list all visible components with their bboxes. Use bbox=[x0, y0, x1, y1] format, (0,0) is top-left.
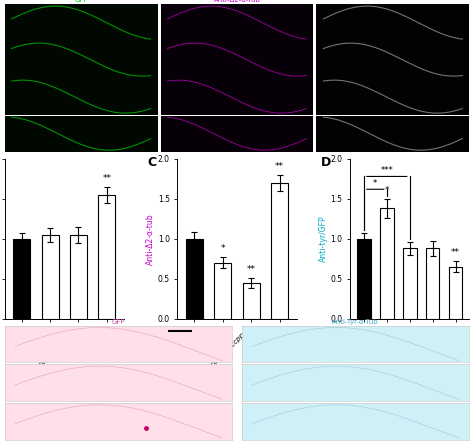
Bar bbox=[271, 183, 288, 319]
Title: GFP: GFP bbox=[74, 0, 88, 4]
Bar bbox=[243, 283, 260, 319]
Bar bbox=[426, 249, 439, 319]
Text: **: ** bbox=[246, 265, 255, 274]
Bar bbox=[98, 195, 115, 319]
Bar bbox=[13, 239, 30, 319]
Y-axis label: Anti-tyr/GFP: Anti-tyr/GFP bbox=[319, 215, 328, 262]
Title: Anti-Δ2-α-Tub: Anti-Δ2-α-Tub bbox=[214, 0, 260, 4]
Text: *: * bbox=[220, 244, 225, 253]
Bar bbox=[42, 235, 59, 319]
Title: Anti-Tyr-α-Tub: Anti-Tyr-α-Tub bbox=[332, 319, 379, 325]
Text: C: C bbox=[148, 156, 157, 169]
Y-axis label: Anti-Δ2-α-tub: Anti-Δ2-α-tub bbox=[146, 213, 155, 265]
Text: **: ** bbox=[275, 162, 284, 171]
Bar bbox=[357, 239, 371, 319]
Title: Merge: Merge bbox=[382, 0, 404, 4]
Bar bbox=[449, 267, 463, 319]
Title: GFP: GFP bbox=[112, 319, 125, 325]
Bar bbox=[214, 263, 231, 319]
Bar bbox=[186, 239, 203, 319]
Bar bbox=[403, 249, 417, 319]
Text: *: * bbox=[373, 178, 377, 188]
Text: D: D bbox=[320, 156, 331, 169]
Text: ***: *** bbox=[381, 166, 393, 175]
Bar bbox=[380, 208, 394, 319]
Text: *: * bbox=[384, 186, 389, 195]
Text: **: ** bbox=[451, 248, 460, 257]
Bar bbox=[70, 235, 87, 319]
Text: **: ** bbox=[102, 174, 111, 183]
